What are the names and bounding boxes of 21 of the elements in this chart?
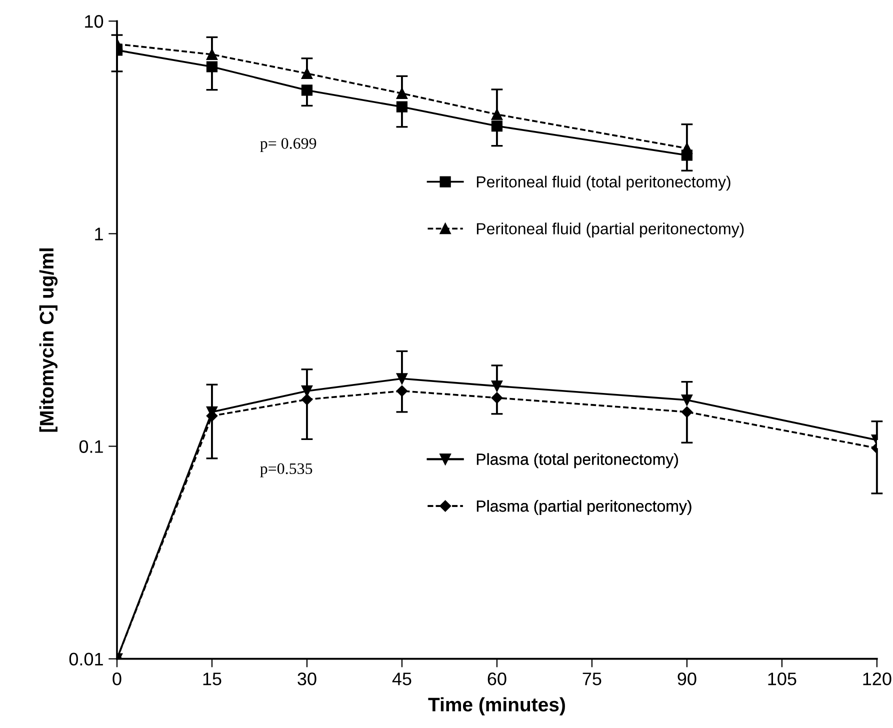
x-tick-label: 90 (678, 672, 696, 686)
x-tick-label: 75 (582, 672, 602, 686)
x-tick-label: 60 (488, 672, 506, 686)
x-tick-label: 30 (298, 672, 316, 686)
y-tick-label: 10 (85, 15, 104, 28)
annotation: p= 0.699 (260, 138, 316, 152)
x-tick-label: 15 (203, 672, 222, 686)
x-tick-label: 105 (768, 672, 796, 686)
y-tick-label: 0.1 (79, 440, 103, 453)
annotation: p=0.535 (260, 463, 312, 478)
y-tick-label: 1 (95, 228, 103, 240)
x-tick-label: 120 (863, 672, 892, 686)
x-tick-label: 45 (392, 672, 412, 686)
y-tick-label: 0.01 (69, 652, 103, 666)
x-tick-label: 0 (112, 672, 122, 686)
y-axis-title: [Mitomycin C] ug/ml (39, 248, 58, 432)
legend-label: Peritoneal fluid (total peritonectomy) (476, 176, 730, 191)
legend-label: Plasma (total peritonectomy) (476, 453, 678, 468)
legend-label: Peritoneal fluid (partial peritonectomy) (476, 222, 744, 238)
legend-label: Plasma (partial peritonectomy) (476, 500, 692, 515)
x-axis-title: Time (minutes) (428, 697, 565, 716)
